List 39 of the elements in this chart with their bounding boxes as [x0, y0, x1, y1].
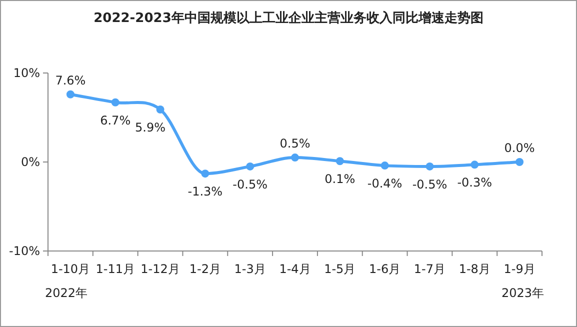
x-tick-label: 1-6月 [369, 262, 401, 276]
point [336, 157, 344, 166]
y-tick-label: 10% [13, 66, 40, 80]
point [516, 158, 524, 166]
point [291, 154, 299, 162]
y-tick-label: 0% [20, 155, 40, 169]
x-tick-label: 1-2月 [189, 262, 221, 276]
x-tick-label: 1-7月 [414, 262, 446, 276]
x-tick-label: 1-9月 [504, 262, 536, 276]
x-tick-label: 1-5月 [324, 262, 356, 276]
y-tick-label: -10% [8, 244, 40, 258]
x-tick-label: 1-10月 [50, 262, 90, 276]
data-label: 0.5% [280, 136, 310, 151]
point [156, 105, 164, 114]
data-label: -0.4% [367, 176, 402, 191]
x-tick-label: 1-8月 [458, 262, 490, 276]
point [380, 162, 389, 170]
point [426, 162, 434, 170]
data-label: -0.5% [412, 177, 448, 192]
data-label: -1.3% [188, 184, 223, 199]
point [66, 90, 74, 98]
point [111, 98, 120, 106]
data-label: 7.6% [55, 73, 86, 88]
point [246, 162, 254, 170]
data-label: 0.1% [324, 172, 356, 186]
text: 2022年 [45, 286, 88, 300]
data-label: 0.0% [504, 141, 535, 155]
data-label: 5.9% [135, 120, 166, 134]
x-tick-label: 1-12月 [140, 262, 180, 276]
data-label: -0.5% [232, 177, 268, 192]
data-label: 6.7% [100, 113, 131, 128]
point [201, 170, 210, 178]
x-tick-label: 1-3月 [234, 262, 266, 276]
text: 2023年 [501, 286, 544, 300]
point [470, 160, 479, 169]
chart-title: 2022-2023年中国规模以上工业企业主营业务收入同比增速走势图 [94, 10, 484, 26]
data-label: -0.3% [457, 176, 492, 190]
x-tick-label: 1-11月 [96, 262, 135, 276]
x-tick-label: 1-4月 [279, 262, 311, 276]
